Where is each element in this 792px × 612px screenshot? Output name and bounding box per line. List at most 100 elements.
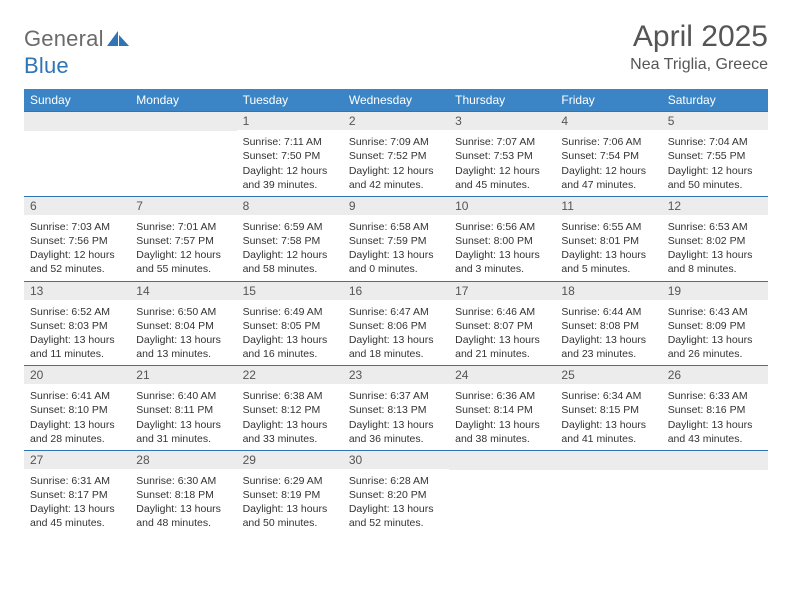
day-info: Sunrise: 6:58 AMSunset: 7:59 PMDaylight:… [349,218,443,277]
day-number: 13 [24,282,130,300]
day-number: 12 [662,197,768,215]
calendar-cell: 2Sunrise: 7:09 AMSunset: 7:52 PMDaylight… [343,112,449,197]
daylight-line: Daylight: 13 hours and 18 minutes. [349,333,443,361]
sunset-line: Sunset: 7:56 PM [30,234,124,248]
calendar-cell: 20Sunrise: 6:41 AMSunset: 8:10 PMDayligh… [24,366,130,451]
day-info: Sunrise: 6:55 AMSunset: 8:01 PMDaylight:… [561,218,655,277]
logo-text: General Blue [24,26,129,79]
weekday-header: Thursday [449,89,555,112]
sunset-line: Sunset: 7:54 PM [561,149,655,163]
day-info: Sunrise: 6:28 AMSunset: 8:20 PMDaylight:… [349,472,443,531]
day-number-empty [662,451,768,470]
location: Nea Triglia, Greece [630,56,768,74]
sunset-line: Sunset: 8:15 PM [561,403,655,417]
day-number: 7 [130,197,236,215]
calendar-table: Sunday Monday Tuesday Wednesday Thursday… [24,89,768,534]
sunrise-line: Sunrise: 7:11 AM [243,135,337,149]
day-info: Sunrise: 7:01 AMSunset: 7:57 PMDaylight:… [136,218,230,277]
day-number: 15 [237,282,343,300]
weekday-header: Friday [555,89,661,112]
calendar-cell: 7 Sunrise: 7:01 AMSunset: 7:57 PMDaylight… [130,196,236,281]
sunset-line: Sunset: 7:52 PM [349,149,443,163]
table-row: 27Sunrise: 6:31 AMSunset: 8:17 PMDayligh… [24,450,768,534]
calendar-cell: 17Sunrise: 6:46 AMSunset: 8:07 PMDayligh… [449,281,555,366]
sunset-line: Sunset: 8:06 PM [349,319,443,333]
day-number: 16 [343,282,449,300]
calendar-cell: 18Sunrise: 6:44 AMSunset: 8:08 PMDayligh… [555,281,661,366]
calendar-cell [130,112,236,197]
page-title: April 2025 [630,20,768,54]
sunrise-line: Sunrise: 6:47 AM [349,305,443,319]
day-number: 8 [237,197,343,215]
sunset-line: Sunset: 8:14 PM [455,403,549,417]
calendar-cell: 5Sunrise: 7:04 AMSunset: 7:55 PMDaylight… [662,112,768,197]
day-info: Sunrise: 7:04 AMSunset: 7:55 PMDaylight:… [668,133,762,192]
day-info: Sunrise: 6:52 AMSunset: 8:03 PMDaylight:… [30,303,124,362]
sunrise-line: Sunrise: 6:56 AM [455,220,549,234]
calendar-cell: 21Sunrise: 6:40 AMSunset: 8:11 PMDayligh… [130,366,236,451]
sunrise-line: Sunrise: 6:33 AM [668,389,762,403]
daylight-line: Daylight: 13 hours and 3 minutes. [455,248,549,276]
sunrise-line: Sunrise: 6:41 AM [30,389,124,403]
sunset-line: Sunset: 8:09 PM [668,319,762,333]
daylight-line: Daylight: 13 hours and 38 minutes. [455,418,549,446]
sunrise-line: Sunrise: 6:46 AM [455,305,549,319]
sunset-line: Sunset: 8:12 PM [243,403,337,417]
weekday-header: Tuesday [237,89,343,112]
day-info: Sunrise: 6:31 AMSunset: 8:17 PMDaylight:… [30,472,124,531]
day-number: 30 [343,451,449,469]
sunset-line: Sunset: 7:53 PM [455,149,549,163]
table-row: 20Sunrise: 6:41 AMSunset: 8:10 PMDayligh… [24,366,768,451]
sunset-line: Sunset: 8:02 PM [668,234,762,248]
weekday-header-row: Sunday Monday Tuesday Wednesday Thursday… [24,89,768,112]
sunrise-line: Sunrise: 6:58 AM [349,220,443,234]
weekday-header: Wednesday [343,89,449,112]
day-number: 26 [662,366,768,384]
sunset-line: Sunset: 7:50 PM [243,149,337,163]
sunrise-line: Sunrise: 7:06 AM [561,135,655,149]
sunset-line: Sunset: 8:05 PM [243,319,337,333]
day-info: Sunrise: 6:34 AMSunset: 8:15 PMDaylight:… [561,387,655,446]
day-number: 1 [237,112,343,130]
calendar-cell: 6Sunrise: 7:03 AMSunset: 7:56 PMDaylight… [24,196,130,281]
sunrise-line: Sunrise: 7:07 AM [455,135,549,149]
daylight-line: Daylight: 13 hours and 52 minutes. [349,502,443,530]
day-info: Sunrise: 6:38 AMSunset: 8:12 PMDaylight:… [243,387,337,446]
day-number: 9 [343,197,449,215]
sunrise-line: Sunrise: 6:52 AM [30,305,124,319]
daylight-line: Daylight: 13 hours and 8 minutes. [668,248,762,276]
calendar-cell: 22Sunrise: 6:38 AMSunset: 8:12 PMDayligh… [237,366,343,451]
daylight-line: Daylight: 13 hours and 28 minutes. [30,418,124,446]
day-info: Sunrise: 7:09 AMSunset: 7:52 PMDaylight:… [349,133,443,192]
daylight-line: Daylight: 13 hours and 13 minutes. [136,333,230,361]
day-number-empty [130,112,236,131]
day-info: Sunrise: 6:44 AMSunset: 8:08 PMDaylight:… [561,303,655,362]
calendar-cell [449,450,555,534]
sunrise-line: Sunrise: 6:43 AM [668,305,762,319]
day-info: Sunrise: 6:29 AMSunset: 8:19 PMDaylight:… [243,472,337,531]
calendar-cell [24,112,130,197]
day-info: Sunrise: 6:43 AMSunset: 8:09 PMDaylight:… [668,303,762,362]
sunrise-line: Sunrise: 6:38 AM [243,389,337,403]
sunrise-line: Sunrise: 6:40 AM [136,389,230,403]
sunrise-line: Sunrise: 6:36 AM [455,389,549,403]
calendar-cell: 29 Sunrise: 6:29 AMSunset: 8:19 PMDayligh… [237,450,343,534]
day-number-empty [555,451,661,470]
calendar-cell [662,450,768,534]
calendar-cell: 14Sunrise: 6:50 AMSunset: 8:04 PMDayligh… [130,281,236,366]
daylight-line: Daylight: 13 hours and 48 minutes. [136,502,230,530]
weekday-header: Sunday [24,89,130,112]
daylight-line: Daylight: 12 hours and 52 minutes. [30,248,124,276]
sunrise-line: Sunrise: 7:09 AM [349,135,443,149]
sunset-line: Sunset: 8:10 PM [30,403,124,417]
day-number: 29 [237,451,343,469]
sunset-line: Sunset: 8:03 PM [30,319,124,333]
sunset-line: Sunset: 7:58 PM [243,234,337,248]
sunrise-line: Sunrise: 6:29 AM [243,474,337,488]
calendar-cell: 16 Sunrise: 6:47 AMSunset: 8:06 PMDayligh… [343,281,449,366]
daylight-line: Daylight: 13 hours and 5 minutes. [561,248,655,276]
header: General Blue April 2025 Nea Triglia, Gre… [24,20,768,79]
day-number-empty [449,451,555,470]
sunset-line: Sunset: 7:57 PM [136,234,230,248]
day-info: Sunrise: 6:56 AMSunset: 8:00 PMDaylight:… [455,218,549,277]
